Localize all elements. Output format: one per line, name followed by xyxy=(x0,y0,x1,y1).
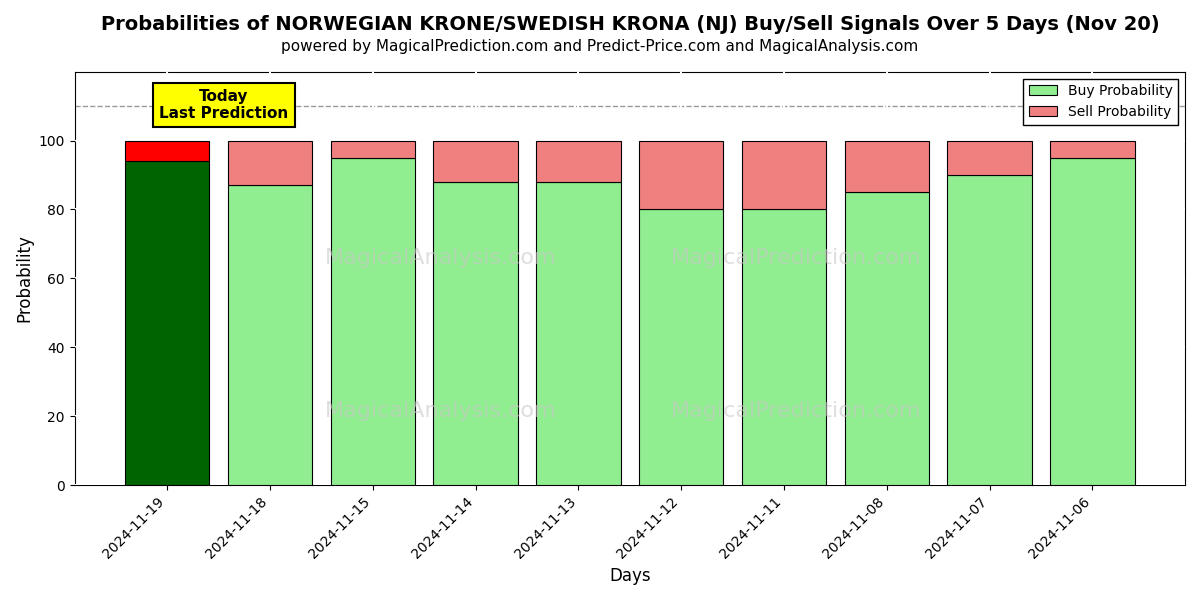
Bar xyxy=(228,140,312,185)
Bar xyxy=(742,140,826,209)
Title: Probabilities of NORWEGIAN KRONE/SWEDISH KRONA (NJ) Buy/Sell Signals Over 5 Days: Probabilities of NORWEGIAN KRONE/SWEDISH… xyxy=(101,15,1159,34)
Bar xyxy=(228,185,312,485)
Text: Today
Last Prediction: Today Last Prediction xyxy=(160,89,288,121)
Bar xyxy=(845,192,929,485)
Bar xyxy=(640,140,724,209)
Bar xyxy=(125,161,210,485)
Bar xyxy=(845,140,929,192)
Legend: Buy Probability, Sell Probability: Buy Probability, Sell Probability xyxy=(1024,79,1178,125)
Text: MagicalAnalysis.com: MagicalAnalysis.com xyxy=(325,401,557,421)
Text: MagicalAnalysis.com: MagicalAnalysis.com xyxy=(325,248,557,268)
Bar xyxy=(948,175,1032,485)
X-axis label: Days: Days xyxy=(610,567,650,585)
Bar xyxy=(1050,158,1134,485)
Bar xyxy=(433,182,517,485)
Bar xyxy=(1050,140,1134,158)
Bar xyxy=(948,140,1032,175)
Bar xyxy=(536,182,620,485)
Text: MagicalPrediction.com: MagicalPrediction.com xyxy=(671,401,922,421)
Bar xyxy=(125,140,210,161)
Y-axis label: Probability: Probability xyxy=(16,235,34,322)
Bar xyxy=(433,140,517,182)
Bar xyxy=(331,140,415,158)
Text: MagicalPrediction.com: MagicalPrediction.com xyxy=(671,248,922,268)
Bar xyxy=(331,158,415,485)
Bar xyxy=(640,209,724,485)
Bar xyxy=(536,140,620,182)
Text: powered by MagicalPrediction.com and Predict-Price.com and MagicalAnalysis.com: powered by MagicalPrediction.com and Pre… xyxy=(281,39,919,54)
Bar xyxy=(742,209,826,485)
